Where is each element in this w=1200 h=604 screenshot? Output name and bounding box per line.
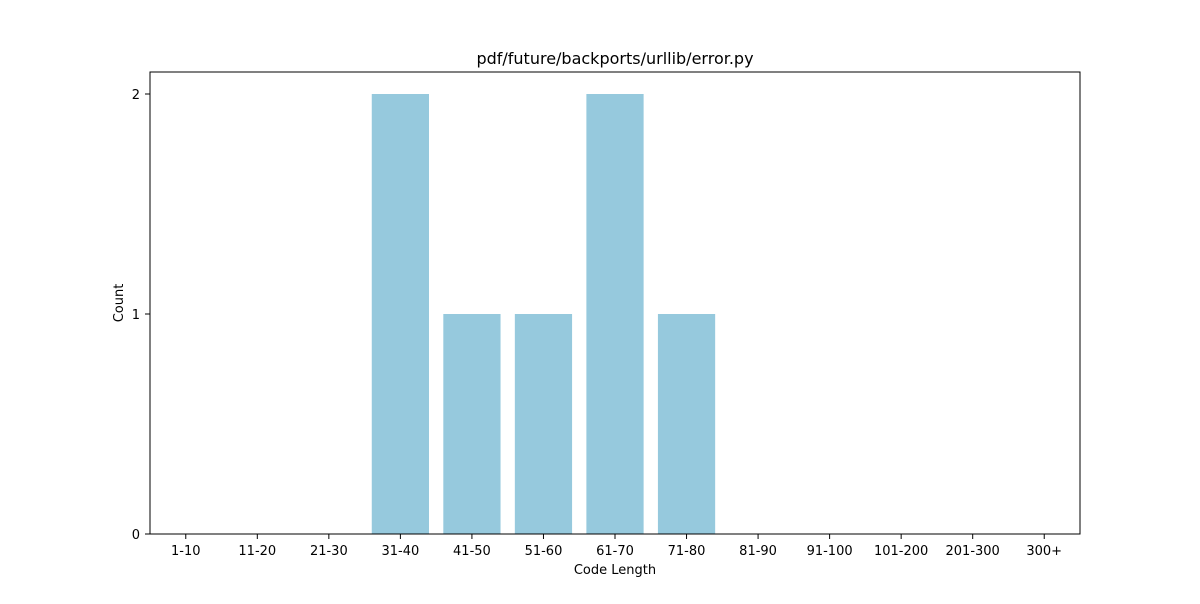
x-tick-label: 201-300: [946, 544, 1000, 559]
bar-71-80: [657, 314, 716, 534]
x-axis-label: Code Length: [574, 563, 656, 578]
y-tick-label: 1: [132, 308, 140, 323]
bar-41-50: [443, 314, 501, 534]
y-axis-ticks: 0 1 2: [132, 88, 150, 543]
x-tick-label: 51-60: [525, 544, 563, 559]
x-tick-label: 300+: [1026, 544, 1062, 559]
x-tick-label: 91-100: [807, 544, 853, 559]
bar-51-60: [514, 314, 573, 534]
bar-61-70: [586, 94, 644, 534]
x-tick-label: 11-20: [238, 544, 276, 559]
x-tick-label: 21-30: [310, 544, 348, 559]
y-tick-label: 2: [132, 88, 140, 103]
x-axis-ticks: 1-10 11-20 21-30 31-40 41-50 51-60 61-70 71-80 8…: [171, 534, 1062, 559]
bar-31-40: [371, 94, 429, 534]
chart-title: pdf/future/backports/urllib/error.py: [476, 49, 753, 68]
x-tick-label: 71-80: [668, 544, 706, 559]
y-tick-label: 0: [132, 528, 140, 543]
x-tick-label: 61-70: [596, 544, 634, 559]
x-tick-label: 81-90: [739, 544, 777, 559]
plot-frame: [149, 71, 1081, 535]
x-tick-label: 31-40: [381, 544, 419, 559]
y-axis-label: Count: [112, 284, 127, 323]
x-tick-label: 101-200: [874, 544, 928, 559]
x-tick-label: 41-50: [453, 544, 491, 559]
x-tick-label: 1-10: [171, 544, 201, 559]
bars-group: [371, 94, 716, 534]
